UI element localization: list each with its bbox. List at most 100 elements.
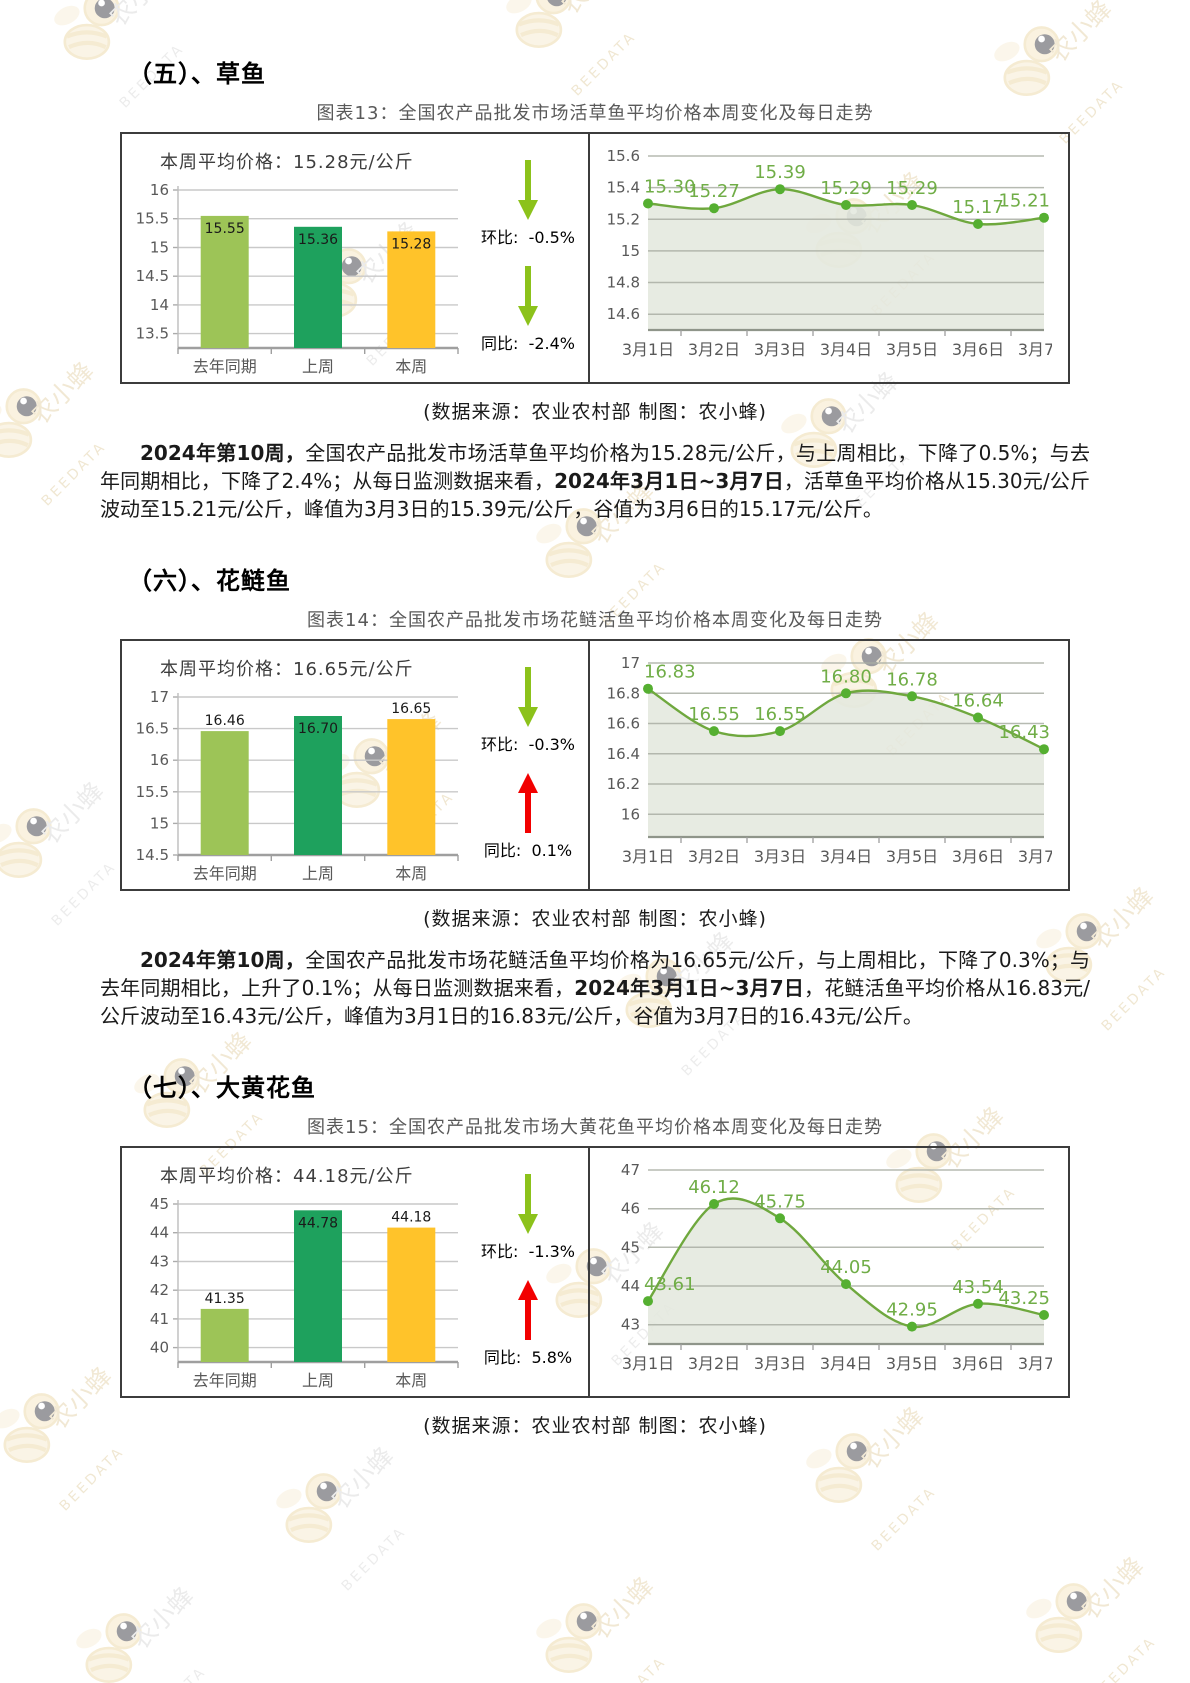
average-price-label: 本周平均价格：15.28元/公斤 — [160, 152, 414, 173]
section-yellow-croaker: （七）、大黄花鱼 图表15：全国农产品批发市场大黄花鱼平均价格本周变化及每日走势… — [100, 1068, 1090, 1438]
data-source: (数据来源：农业农村部 制图：农小蜂) — [423, 401, 767, 423]
svg-text:16.46: 16.46 — [205, 713, 245, 729]
svg-text:本周: 本周 — [395, 357, 427, 376]
bar-chart-wrap: 本周平均价格：44.18元/公斤 40 41 42 43 44 45 41.35 去年同期 44… — [134, 1156, 470, 1392]
svg-text:16: 16 — [150, 751, 169, 769]
svg-text:15: 15 — [150, 814, 169, 832]
paragraph-run: ，活草鱼平均价格从15.30元/公斤波动至15.21元/公斤，峰值为3月3日的1… — [100, 469, 1091, 521]
watermark-brand-text: 农小蜂 — [1075, 1551, 1150, 1625]
svg-text:16.83: 16.83 — [644, 662, 696, 683]
watermark-brand-en-text: BEEDATA — [139, 1664, 210, 1683]
section-heading: （五）、草鱼 — [128, 60, 266, 88]
svg-text:16.8: 16.8 — [607, 684, 640, 702]
svg-text:3月5日: 3月5日 — [886, 1354, 938, 1373]
svg-text:41: 41 — [150, 1310, 169, 1328]
svg-text:3月3日: 3月3日 — [754, 1354, 806, 1373]
section-heading: （六）、花鲢鱼 — [128, 567, 291, 595]
line-section: 14.6 14.8 15 15.2 15.4 15.6 15.30 3月1日 15.27 3月2日… — [590, 134, 1071, 382]
svg-text:3月7日: 3月7日 — [1018, 1354, 1052, 1373]
svg-text:45.75: 45.75 — [754, 1191, 806, 1212]
svg-text:上周: 上周 — [302, 357, 334, 376]
svg-text:13.5: 13.5 — [136, 325, 169, 343]
svg-text:14.5: 14.5 — [136, 267, 169, 285]
svg-text:44: 44 — [150, 1224, 169, 1242]
svg-text:14.8: 14.8 — [607, 274, 640, 292]
svg-text:本周: 本周 — [395, 1371, 427, 1390]
svg-text:上周: 上周 — [302, 864, 334, 883]
svg-text:16.78: 16.78 — [886, 669, 938, 690]
svg-text:3月5日: 3月5日 — [886, 847, 938, 866]
svg-text:15.17: 15.17 — [952, 197, 1004, 218]
svg-text:16.6: 16.6 — [607, 715, 640, 733]
svg-text:3月1日: 3月1日 — [622, 1354, 674, 1373]
svg-text:16.65: 16.65 — [391, 701, 431, 717]
watermark-bee: 农小蜂 BEEDATA — [70, 1581, 220, 1683]
svg-text:15.27: 15.27 — [688, 181, 740, 202]
analysis-paragraph: 2024年第10周，全国农产品批发市场活草鱼平均价格为15.28元/公斤，与上周… — [100, 439, 1090, 523]
bar-section: 本周平均价格：44.18元/公斤 40 41 42 43 44 45 41.35 去年同期 44… — [122, 1148, 590, 1396]
indicator-column: 环比: -1.3% 同比: 5.8% — [470, 1156, 586, 1392]
section-bighead-carp: （六）、花鲢鱼 图表14：全国农产品批发市场花鲢活鱼平均价格本周变化及每日走势 … — [100, 561, 1090, 1030]
svg-text:16.43: 16.43 — [998, 722, 1050, 743]
bee-icon — [536, 1603, 602, 1673]
svg-text:14.5: 14.5 — [136, 846, 169, 864]
svg-text:17: 17 — [621, 654, 640, 672]
bee-icon — [276, 1473, 342, 1543]
svg-text:15.29: 15.29 — [820, 178, 872, 199]
svg-text:3月3日: 3月3日 — [754, 340, 806, 359]
mom-indicator: 环比: -1.3% — [481, 1174, 575, 1262]
svg-text:15.2: 15.2 — [607, 210, 640, 228]
svg-text:45: 45 — [621, 1238, 640, 1256]
svg-text:3月4日: 3月4日 — [820, 847, 872, 866]
svg-text:3月7日: 3月7日 — [1018, 847, 1052, 866]
data-source: (数据来源：农业农村部 制图：农小蜂) — [423, 1415, 767, 1437]
average-price-label: 本周平均价格：16.65元/公斤 — [160, 659, 414, 680]
decrease-arrow-icon — [518, 160, 538, 220]
bar-chart-svg: 40 41 42 43 44 45 41.35 去年同期 44.78 上周 44.18 本周 — [150, 1195, 459, 1390]
indicator-column: 环比: -0.3% 同比: 0.1% — [470, 649, 586, 885]
line-section: 43 44 45 46 47 43.61 3月1日 46.12 3月2日 45.75 3月3日 44.… — [590, 1148, 1070, 1396]
svg-text:16.64: 16.64 — [952, 691, 1004, 712]
svg-text:43.25: 43.25 — [998, 1288, 1050, 1309]
watermark-brand-en-text: BEEDATA — [56, 1443, 128, 1515]
indicator-name: 同比: — [481, 334, 519, 353]
watermark-brand-text: 农小蜂 — [325, 1441, 400, 1515]
bee-icon — [1026, 1583, 1092, 1653]
svg-text:15.39: 15.39 — [754, 162, 806, 183]
bar-chart: 13.5 14 14.5 15 15.5 16 15.55 去年同期 15.36 上周 15.28 本… — [134, 176, 470, 386]
figure-title: 图表13：全国农产品批发市场活草鱼平均价格本周变化及每日走势 — [316, 103, 874, 124]
indicator-name: 环比: — [481, 1242, 519, 1261]
indicator-value: -2.4% — [528, 334, 575, 353]
decrease-arrow-icon — [518, 1174, 538, 1234]
bee-icon — [76, 1613, 142, 1683]
analysis-paragraph: 2024年第10周，全国农产品批发市场花鲢活鱼平均价格为16.65元/公斤，与上… — [100, 946, 1090, 1030]
indicator-name: 同比: — [483, 841, 522, 860]
line-section: 16 16.2 16.4 16.6 16.8 17 16.83 3月1日 16.55 3月2日 16… — [590, 641, 1071, 889]
bar-chart-wrap: 本周平均价格：15.28元/公斤 13.5 14 14.5 15 15.5 16 15.55… — [134, 142, 470, 378]
svg-text:44.05: 44.05 — [820, 1257, 872, 1278]
indicator-label: 同比: -2.4% — [481, 330, 575, 354]
bar-section: 本周平均价格：15.28元/公斤 13.5 14 14.5 15 15.5 16 15.55… — [122, 134, 590, 382]
svg-text:3月2日: 3月2日 — [688, 340, 740, 359]
figure-panel: 本周平均价格：15.28元/公斤 13.5 14 14.5 15 15.5 16 15.55… — [120, 132, 1070, 384]
indicator-label: 环比: -0.5% — [481, 224, 575, 248]
svg-text:46.12: 46.12 — [688, 1177, 740, 1198]
svg-text:3月5日: 3月5日 — [886, 340, 938, 359]
paragraph-run: ，花鲢活鱼平均价格从16.83元/公斤波动至16.43元/公斤，峰值为3月1日的… — [100, 976, 1091, 1028]
svg-text:43: 43 — [621, 1316, 640, 1334]
svg-text:3月7日: 3月7日 — [1018, 340, 1052, 359]
line-chart-svg: 43 44 45 46 47 43.61 3月1日 46.12 3月2日 45.75 3月3日 44.… — [621, 1161, 1070, 1373]
indicator-value: 5.8% — [531, 1348, 573, 1367]
svg-text:3月3日: 3月3日 — [754, 847, 806, 866]
svg-text:47: 47 — [621, 1161, 640, 1179]
watermark-brand-text: 农小蜂 — [585, 1571, 660, 1645]
svg-text:17: 17 — [150, 688, 169, 706]
watermark-brand-text: 农小蜂 — [125, 1581, 200, 1655]
decrease-arrow-icon — [518, 266, 538, 326]
svg-text:16.4: 16.4 — [607, 745, 640, 763]
increase-arrow-icon — [517, 1280, 538, 1340]
paragraph-run: 2024年3月1日~3月7日 — [554, 469, 784, 493]
svg-text:上周: 上周 — [302, 1371, 334, 1390]
svg-text:16: 16 — [621, 805, 640, 823]
